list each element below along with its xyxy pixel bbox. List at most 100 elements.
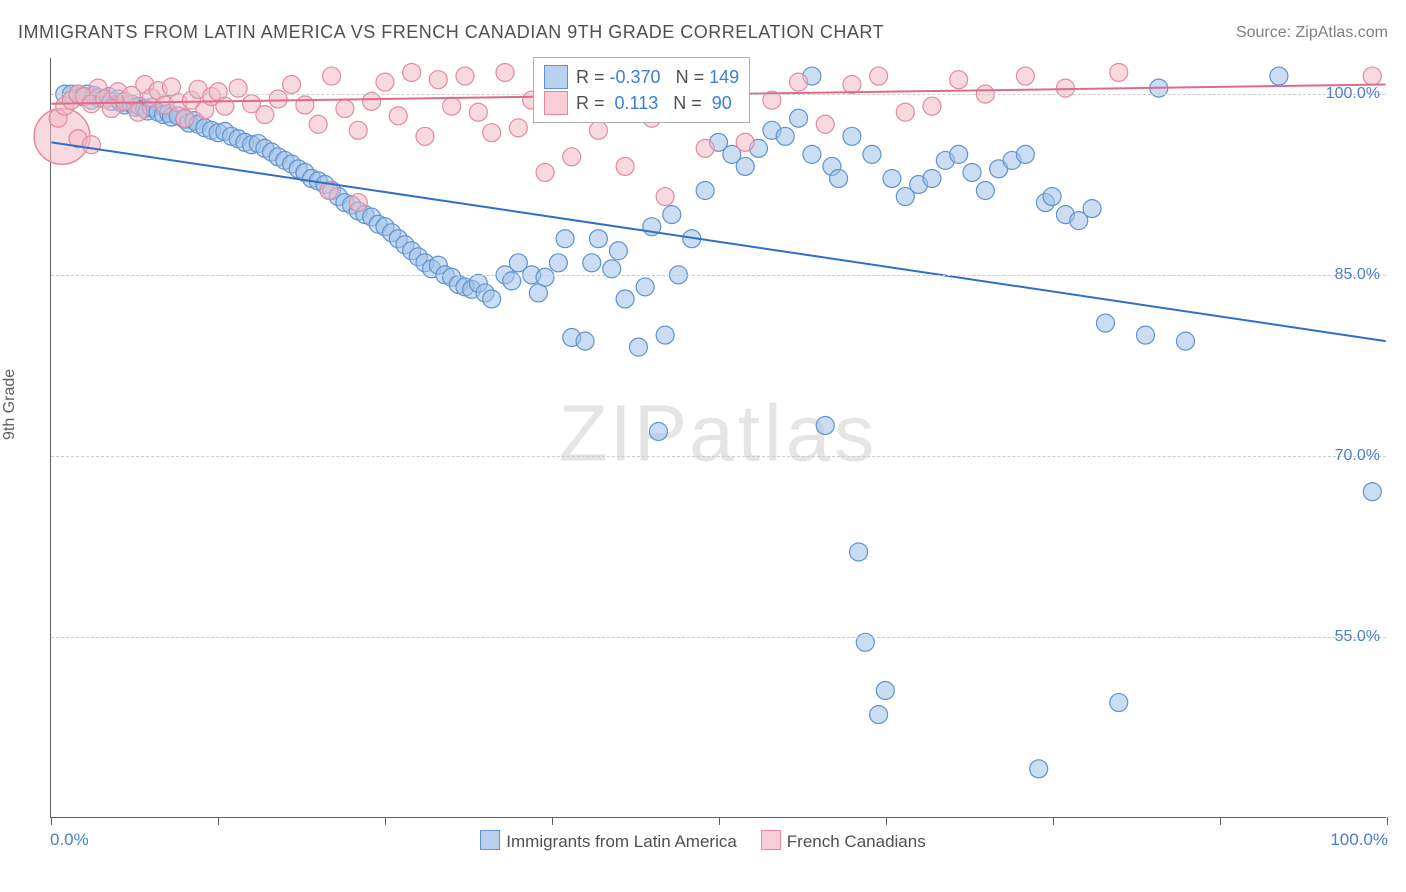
scatter-point-french bbox=[896, 103, 914, 121]
scatter-point-latin bbox=[1136, 326, 1154, 344]
scatter-point-french bbox=[216, 97, 234, 115]
scatter-point-french bbox=[469, 103, 487, 121]
scatter-point-latin bbox=[790, 109, 808, 127]
stats-row: R = 0.113 N = 90 bbox=[544, 90, 739, 116]
legend-label: French Canadians bbox=[787, 832, 926, 851]
scatter-point-latin bbox=[816, 416, 834, 434]
scatter-point-french bbox=[296, 96, 314, 114]
scatter-point-latin bbox=[863, 145, 881, 163]
scatter-point-french bbox=[323, 67, 341, 85]
x-tick bbox=[385, 817, 386, 825]
x-tick bbox=[552, 817, 553, 825]
scatter-point-latin bbox=[576, 332, 594, 350]
chart-title: IMMIGRANTS FROM LATIN AMERICA VS FRENCH … bbox=[18, 22, 884, 43]
scatter-point-latin bbox=[883, 169, 901, 187]
scatter-point-french bbox=[129, 103, 147, 121]
scatter-point-french bbox=[389, 107, 407, 125]
scatter-point-latin bbox=[549, 254, 567, 272]
scatter-point-french bbox=[816, 115, 834, 133]
scatter-point-french bbox=[309, 115, 327, 133]
scatter-point-latin bbox=[1030, 760, 1048, 778]
scatter-point-latin bbox=[963, 163, 981, 181]
scatter-point-latin bbox=[536, 268, 554, 286]
gridline bbox=[51, 456, 1386, 457]
scatter-point-latin bbox=[589, 230, 607, 248]
plot-area: ZIPatlas 55.0%70.0%85.0%100.0% bbox=[50, 58, 1386, 818]
x-tick bbox=[1053, 817, 1054, 825]
scatter-point-latin bbox=[583, 254, 601, 272]
legend-swatch bbox=[761, 830, 781, 850]
x-tick bbox=[719, 817, 720, 825]
scatter-point-french bbox=[536, 163, 554, 181]
scatter-point-latin bbox=[663, 206, 681, 224]
scatter-point-latin bbox=[1083, 200, 1101, 218]
legend-swatch bbox=[480, 830, 500, 850]
source-prefix: Source: bbox=[1236, 24, 1296, 41]
legend-item: Immigrants from Latin America bbox=[480, 830, 737, 852]
scatter-point-latin bbox=[483, 290, 501, 308]
scatter-point-french bbox=[176, 109, 194, 127]
source-label: Source: ZipAtlas.com bbox=[1236, 24, 1388, 42]
scatter-point-french bbox=[496, 63, 514, 81]
scatter-point-latin bbox=[803, 145, 821, 163]
scatter-point-french bbox=[429, 71, 447, 89]
scatter-point-latin bbox=[1110, 694, 1128, 712]
scatter-point-latin bbox=[636, 278, 654, 296]
scatter-point-french bbox=[283, 76, 301, 94]
scatter-point-latin bbox=[1363, 483, 1381, 501]
y-tick-label: 55.0% bbox=[1335, 628, 1380, 646]
y-tick-label: 100.0% bbox=[1326, 85, 1380, 103]
scatter-point-latin bbox=[1270, 67, 1288, 85]
legend-bottom: Immigrants from Latin America French Cana… bbox=[0, 830, 1406, 852]
scatter-point-french bbox=[656, 188, 674, 206]
scatter-point-latin bbox=[556, 230, 574, 248]
scatter-point-latin bbox=[656, 326, 674, 344]
scatter-point-french bbox=[483, 124, 501, 142]
scatter-point-latin bbox=[616, 290, 634, 308]
scatter-point-french bbox=[456, 67, 474, 85]
scatter-point-latin bbox=[776, 127, 794, 145]
x-tick bbox=[1220, 817, 1221, 825]
x-tick bbox=[886, 817, 887, 825]
y-axis-title: 9th Grade bbox=[1, 369, 19, 440]
scatter-point-french bbox=[82, 136, 100, 154]
scatter-point-latin bbox=[850, 543, 868, 561]
scatter-point-latin bbox=[649, 422, 667, 440]
scatter-point-french bbox=[349, 194, 367, 212]
scatter-point-french bbox=[736, 133, 754, 151]
x-tick bbox=[218, 817, 219, 825]
stats-text: R = 0.113 N = 90 bbox=[576, 93, 732, 114]
scatter-point-french bbox=[1363, 67, 1381, 85]
x-tick bbox=[1387, 817, 1388, 825]
scatter-point-french bbox=[416, 127, 434, 145]
source-name: ZipAtlas.com bbox=[1296, 24, 1388, 41]
stats-swatch bbox=[544, 91, 568, 115]
scatter-point-french bbox=[349, 121, 367, 139]
scatter-point-french bbox=[923, 97, 941, 115]
legend-label: Immigrants from Latin America bbox=[506, 832, 737, 851]
correlation-stats-box: R = -0.370 N = 149R = 0.113 N = 90 bbox=[533, 57, 750, 123]
y-tick-label: 85.0% bbox=[1335, 266, 1380, 284]
scatter-point-latin bbox=[876, 682, 894, 700]
legend-item: French Canadians bbox=[761, 830, 926, 852]
y-tick-label: 70.0% bbox=[1335, 447, 1380, 465]
scatter-point-french bbox=[696, 139, 714, 157]
scatter-point-french bbox=[870, 67, 888, 85]
scatter-point-french bbox=[509, 119, 527, 137]
gridline bbox=[51, 275, 1386, 276]
scatter-point-latin bbox=[843, 127, 861, 145]
scatter-point-latin bbox=[950, 145, 968, 163]
scatter-point-latin bbox=[629, 338, 647, 356]
scatter-svg bbox=[51, 58, 1386, 817]
scatter-point-french bbox=[336, 100, 354, 118]
scatter-point-french bbox=[376, 73, 394, 91]
scatter-point-french bbox=[563, 148, 581, 166]
regression-line-latin bbox=[51, 142, 1385, 341]
scatter-point-french bbox=[616, 157, 634, 175]
scatter-point-french bbox=[843, 76, 861, 94]
scatter-point-latin bbox=[696, 182, 714, 200]
scatter-point-latin bbox=[976, 182, 994, 200]
scatter-point-french bbox=[443, 97, 461, 115]
scatter-point-french bbox=[790, 73, 808, 91]
gridline bbox=[51, 637, 1386, 638]
